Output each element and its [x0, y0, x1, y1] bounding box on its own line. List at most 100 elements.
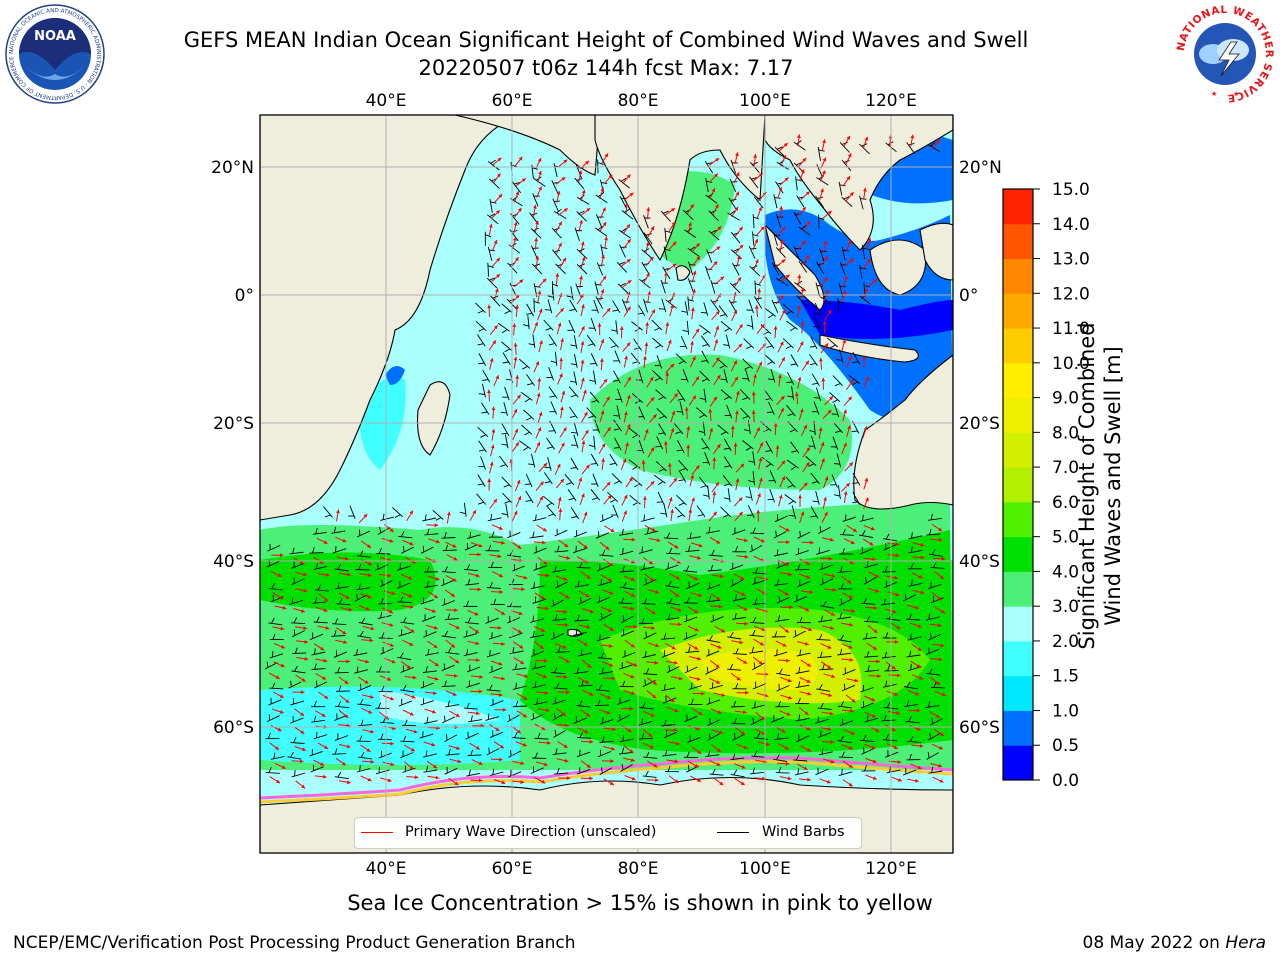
wave-direction-arrowhead [499, 757, 503, 762]
wave-direction-arrowhead [684, 407, 689, 411]
wave-direction-arrowhead [537, 377, 542, 382]
wave-direction-arrowhead [656, 538, 661, 542]
wave-direction-arrowhead [688, 509, 693, 513]
wind-barb [526, 303, 534, 317]
wave-direction-arrowhead [849, 622, 853, 627]
wind-barb [688, 261, 694, 276]
wave-direction-arrowhead [498, 194, 503, 198]
wind-barb-feather [503, 484, 510, 488]
wind-barb [794, 282, 807, 292]
wind-barb-feather [722, 344, 730, 346]
wind-barb-feather [798, 666, 801, 673]
wave-direction-arrowhead [821, 377, 826, 382]
wave-direction-arrowhead [626, 342, 631, 347]
wind-barb [512, 667, 527, 671]
wind-barb [751, 579, 766, 586]
wind-barb [356, 587, 371, 591]
wind-barb [590, 489, 601, 501]
wind-barb-feather [480, 434, 486, 438]
wind-barb-feather [809, 362, 816, 366]
wind-barb [815, 195, 824, 208]
wave-direction-arrowhead [663, 441, 668, 445]
wave-direction-arrowhead [782, 155, 786, 160]
wind-barb [356, 768, 371, 773]
wave-direction-arrowhead [920, 555, 925, 560]
wind-barb-feather [643, 563, 645, 570]
wind-barb [661, 637, 676, 640]
wind-barb [423, 720, 438, 724]
wave-direction-arrowhead [672, 263, 677, 268]
wind-barb [533, 178, 546, 187]
wind-barb [707, 485, 710, 500]
wind-barb [593, 299, 599, 314]
wind-barb [860, 602, 875, 605]
wind-barb [525, 473, 533, 487]
wind-barb-feather [774, 631, 778, 638]
wind-barb [313, 621, 328, 624]
wave-direction-arrowhead [500, 744, 504, 749]
wind-barb-feather [425, 765, 429, 772]
wave-direction-arrowhead [561, 442, 565, 447]
wind-barb [730, 757, 745, 761]
lon-tick-bottom: 40°E [366, 859, 407, 879]
wave-direction-arrowhead [277, 573, 282, 577]
wave-direction-arrowhead [478, 761, 483, 765]
wind-barb-feather [688, 764, 690, 771]
wind-barb [730, 705, 745, 708]
wind-barb-feather [378, 547, 382, 554]
wind-barb [353, 652, 368, 656]
wind-barb [548, 386, 558, 399]
wave-direction-arrowhead [563, 208, 568, 212]
wind-barb [859, 195, 864, 210]
wave-direction-arrowhead [784, 177, 789, 182]
wind-barb-feather [334, 618, 339, 625]
wave-direction-arrowhead [867, 237, 872, 242]
wind-barb [576, 248, 588, 260]
wind-barb-feather [537, 732, 541, 739]
wind-barb [754, 737, 769, 740]
wind-barb-feather [776, 733, 780, 740]
wave-direction-arrowhead [740, 781, 745, 785]
wind-barb [441, 635, 456, 639]
wave-direction-arrowhead [543, 762, 548, 767]
wave-direction-arrowhead [475, 629, 479, 634]
wind-barb-feather [787, 484, 794, 488]
wind-barb [731, 617, 746, 620]
wind-barb-feather [598, 684, 603, 691]
wind-barb [477, 334, 486, 347]
wave-direction-arrowhead [785, 629, 789, 633]
wind-barb-feather [799, 616, 803, 623]
wave-direction-arrowhead [863, 187, 867, 192]
wind-barb [475, 302, 486, 314]
wave-direction-arrowhead [580, 341, 585, 345]
wave-direction-arrowhead [612, 727, 616, 731]
wind-barb [489, 731, 504, 739]
wind-barb [685, 650, 700, 653]
wave-direction-arrowhead [822, 139, 826, 144]
wind-barb-feather [863, 284, 871, 288]
wind-barb [313, 565, 328, 571]
wave-direction-arrowhead [560, 478, 565, 483]
wind-barb [816, 261, 825, 275]
wind-barb-feather [570, 363, 577, 366]
wind-barb-feather [798, 714, 801, 721]
wind-barb [570, 286, 574, 301]
wave-direction-arrowhead [941, 556, 946, 561]
wave-direction-arrowhead [805, 360, 809, 365]
wave-direction-arrowhead [764, 672, 769, 677]
wave-direction-arrowhead [734, 376, 738, 381]
wave-direction-arrowhead [303, 626, 307, 630]
wave-direction-arrowhead [665, 372, 670, 376]
wind-barb [331, 530, 346, 534]
wind-barb [333, 651, 347, 658]
wind-barb-feather [613, 428, 621, 431]
wind-barb-feather [609, 499, 616, 503]
wind-barb [532, 684, 546, 689]
wind-barb [334, 671, 349, 674]
wind-barb [680, 336, 688, 350]
wind-barb [687, 247, 700, 257]
wave-direction-arrowhead [848, 746, 853, 750]
wind-barb-feather [465, 600, 470, 607]
colorbar-title-line1: Significant Height of Combined [1075, 322, 1099, 650]
wind-barb [742, 440, 754, 450]
